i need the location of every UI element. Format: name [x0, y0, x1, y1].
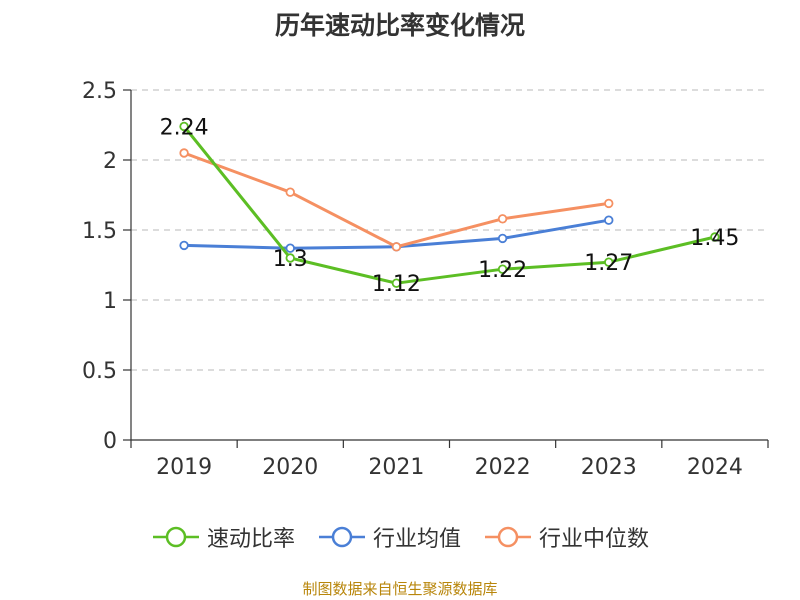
data-point	[179, 121, 189, 132]
legend-item[interactable]: 行业中位数	[483, 521, 649, 553]
y-tick-label: 2	[103, 149, 117, 174]
y-tick-label: 0	[103, 429, 117, 454]
legend-label: 行业均值	[372, 527, 461, 552]
data-labels: 2.24 1.3 1.12 1.22 1.27 1.45	[160, 115, 740, 297]
x-tick-label: 2022	[475, 455, 531, 480]
series-line	[182, 151, 611, 249]
data-point	[285, 187, 295, 197]
legend-item[interactable]: 速动比率	[151, 521, 295, 553]
data-point	[710, 232, 720, 242]
x-tick-label: 2021	[368, 455, 424, 480]
legend-item[interactable]: 行业均值	[317, 521, 461, 553]
data-point	[285, 253, 295, 263]
y-tick-label: 1.5	[82, 219, 117, 244]
legend: 速动比率 行业均值 行业中位数	[0, 520, 800, 554]
data-point	[391, 242, 402, 252]
x-tick-label: 2023	[581, 455, 637, 480]
series-lines	[179, 121, 720, 288]
source-note: 制图数据来自恒生聚源数据库	[302, 580, 498, 598]
data-point	[497, 233, 508, 244]
axes: 0 0.5 1 1.5 2 2.5 2019 2020 2021 2022 2023 2024	[82, 79, 769, 480]
x-tick-label: 2024	[687, 455, 743, 480]
data-point	[604, 215, 614, 225]
y-tick-label: 2.5	[82, 79, 117, 104]
data-label: 1.22	[478, 258, 527, 283]
legend-marker-circle	[331, 526, 353, 548]
chart-title: 历年速动比率变化情况	[274, 11, 525, 40]
data-point	[497, 264, 508, 274]
data-point	[391, 278, 402, 288]
legend-marker-icon	[152, 526, 199, 548]
legend-marker-icon	[485, 526, 531, 548]
data-point	[497, 214, 508, 224]
x-tick-label: 2020	[262, 455, 318, 480]
data-label: 1.27	[584, 251, 633, 276]
legend-marker-circle	[497, 526, 519, 548]
legend-marker-circle	[165, 526, 187, 548]
data-label: 2.24	[160, 115, 209, 140]
data-label: 1.3	[273, 247, 308, 272]
legend-marker-icon	[318, 526, 365, 548]
series-line	[182, 124, 717, 285]
data-point	[604, 198, 614, 209]
data-point	[179, 148, 189, 158]
grid-lines	[131, 89, 768, 371]
y-tick-label: 1	[103, 289, 117, 314]
data-label: 1.12	[372, 272, 421, 297]
y-tick-label: 0.5	[82, 359, 117, 384]
legend-label: 速动比率	[206, 527, 295, 552]
x-tick-label: 2019	[156, 455, 212, 480]
data-point	[285, 243, 295, 253]
legend-label: 行业中位数	[539, 527, 650, 552]
data-label: 1.45	[690, 226, 739, 251]
data-point	[179, 240, 189, 251]
data-point	[604, 257, 614, 267]
